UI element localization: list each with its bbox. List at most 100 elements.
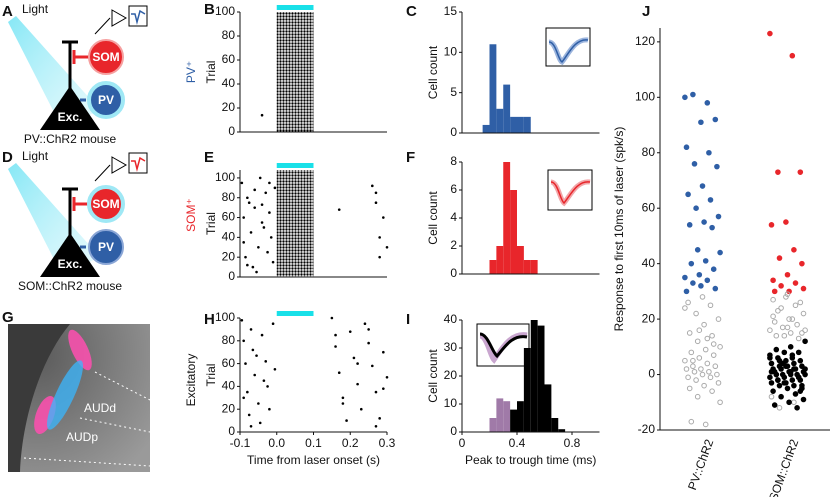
pv-label: PV bbox=[98, 93, 114, 107]
y-tick-label: 120 bbox=[635, 34, 655, 48]
response-point bbox=[791, 246, 797, 253]
y-tick-label: 0 bbox=[450, 266, 457, 280]
response-point bbox=[800, 310, 807, 317]
y-tick-label: 80 bbox=[222, 190, 236, 204]
response-point bbox=[784, 291, 791, 297]
spike bbox=[268, 181, 271, 185]
response-point bbox=[699, 294, 706, 300]
spike bbox=[253, 188, 256, 192]
spike bbox=[257, 402, 260, 405]
y-tick-label: 0 bbox=[450, 424, 457, 438]
response-point bbox=[794, 321, 800, 328]
response-point bbox=[802, 338, 808, 345]
y-tick-label: 0 bbox=[228, 269, 235, 283]
pv-cell bbox=[87, 81, 125, 119]
spike bbox=[251, 348, 255, 352]
response-point bbox=[775, 307, 781, 314]
response-point bbox=[770, 277, 776, 284]
spike bbox=[247, 201, 251, 204]
response-point bbox=[704, 335, 711, 342]
y-tick-label: 40 bbox=[642, 256, 656, 270]
spike bbox=[382, 350, 385, 354]
hist-bar bbox=[496, 398, 504, 432]
response-point bbox=[791, 399, 797, 406]
response-point bbox=[686, 222, 693, 228]
response-point bbox=[683, 366, 690, 372]
response-point bbox=[768, 360, 775, 367]
spike bbox=[246, 390, 249, 394]
panel-letter: C bbox=[406, 3, 417, 20]
response-point bbox=[775, 377, 781, 383]
response-point bbox=[709, 388, 715, 394]
response-point bbox=[768, 393, 775, 400]
panel-letter: J bbox=[642, 3, 650, 20]
spike bbox=[249, 328, 253, 331]
spike bbox=[385, 245, 389, 249]
response-point bbox=[701, 382, 707, 389]
spike-block bbox=[276, 12, 314, 132]
inset-trace bbox=[479, 332, 528, 359]
response-point bbox=[694, 393, 701, 400]
schematic-som: Light Exc. SOM PV SOM::ChR2 mouse bbox=[8, 149, 148, 293]
spike bbox=[258, 176, 262, 180]
spike bbox=[345, 419, 348, 422]
panel-letter: E bbox=[204, 149, 214, 166]
response-point bbox=[775, 169, 781, 175]
x-tick-label: SOM::ChR2 bbox=[766, 437, 801, 497]
y-tick-label: 40 bbox=[222, 230, 236, 244]
spike-block bbox=[276, 170, 314, 277]
response-point bbox=[799, 382, 805, 389]
region-label: AUDd bbox=[84, 401, 116, 415]
row-label: Excitatory bbox=[184, 354, 198, 407]
spike bbox=[374, 425, 378, 428]
response-point bbox=[778, 305, 784, 311]
spike bbox=[268, 211, 271, 214]
response-point bbox=[794, 405, 800, 411]
response-point bbox=[701, 219, 707, 225]
schematic-caption: SOM::ChR2 mouse bbox=[18, 279, 122, 293]
response-point bbox=[781, 332, 788, 339]
spike bbox=[378, 236, 381, 239]
y-tick-label: 20 bbox=[222, 100, 236, 114]
amplifier bbox=[111, 9, 128, 27]
response-point bbox=[709, 332, 715, 339]
pv-label: PV bbox=[98, 240, 114, 254]
spike bbox=[260, 203, 264, 206]
response-point bbox=[699, 371, 706, 378]
hist-bar bbox=[530, 260, 538, 274]
response-point bbox=[800, 396, 807, 403]
response-point bbox=[693, 205, 699, 212]
electrode bbox=[94, 164, 111, 182]
hist-bar bbox=[489, 418, 497, 432]
response-point bbox=[714, 371, 720, 378]
response-point bbox=[795, 374, 802, 381]
response-point bbox=[712, 363, 719, 370]
waveform-inset bbox=[545, 27, 591, 67]
spike bbox=[334, 333, 337, 337]
spike bbox=[247, 413, 251, 417]
hist-bar bbox=[544, 384, 552, 432]
response-point bbox=[712, 285, 719, 292]
response-point bbox=[685, 299, 691, 306]
y-tick-label: 60 bbox=[222, 356, 236, 370]
y-axis-label: Cell count bbox=[426, 191, 440, 245]
y-tick-label: 40 bbox=[222, 379, 236, 393]
response-point bbox=[776, 405, 783, 411]
row-label: SOM⁺ bbox=[184, 198, 198, 232]
response-point bbox=[799, 260, 805, 267]
spike bbox=[382, 387, 385, 390]
y-tick-label: 60 bbox=[222, 52, 236, 66]
response-point bbox=[797, 169, 804, 175]
response-point bbox=[704, 100, 711, 106]
light-label: Light bbox=[22, 149, 49, 163]
hist-bar bbox=[510, 116, 517, 133]
response-point bbox=[791, 382, 797, 389]
response-point bbox=[792, 391, 799, 397]
y-tick-label: 0 bbox=[228, 124, 235, 138]
response-point bbox=[710, 352, 717, 358]
spike bbox=[242, 396, 245, 400]
row-label: PV⁺ bbox=[184, 61, 198, 83]
spike bbox=[242, 216, 245, 219]
exc-cell bbox=[40, 233, 100, 277]
waveform-inset bbox=[547, 169, 593, 211]
